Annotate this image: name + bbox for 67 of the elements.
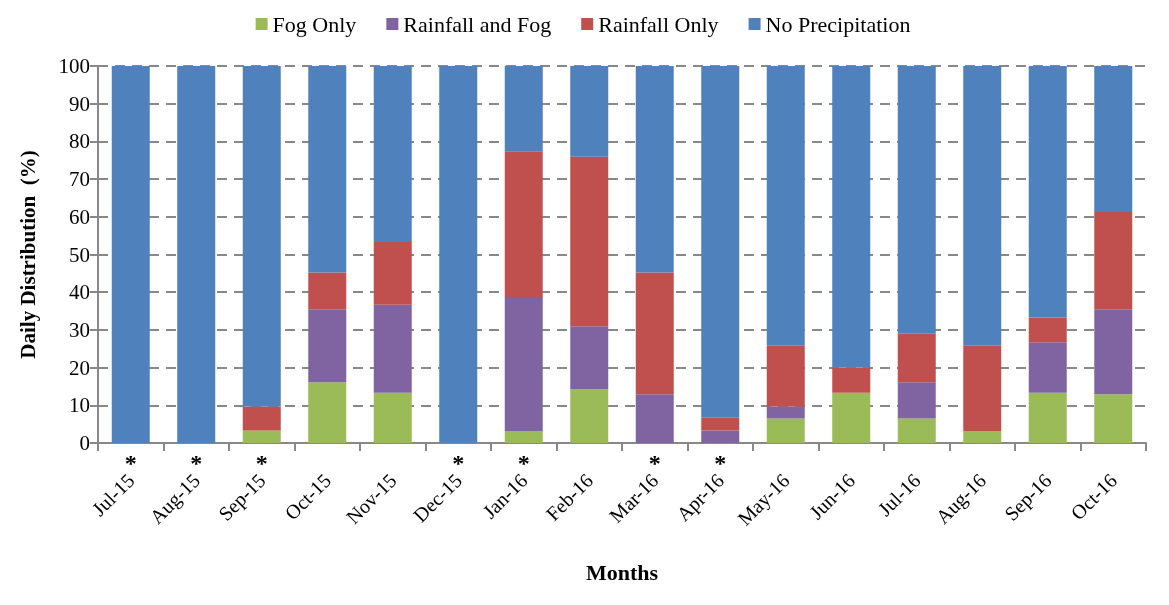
bar	[1094, 309, 1133, 395]
bar	[242, 430, 281, 443]
bar	[897, 333, 936, 383]
bar	[439, 66, 478, 443]
y-tick-label: 40	[69, 280, 90, 305]
y-tick-label: 70	[69, 167, 90, 192]
bar	[832, 66, 871, 368]
bar	[963, 345, 1002, 431]
bar	[111, 66, 150, 443]
bar	[1028, 66, 1067, 318]
legend-label: Fog Only	[272, 11, 357, 37]
bar	[635, 394, 674, 443]
bar	[570, 389, 609, 443]
bar	[766, 406, 805, 419]
bar	[308, 382, 347, 443]
bar	[963, 430, 1002, 443]
bar	[635, 272, 674, 395]
bar	[570, 156, 609, 327]
y-tick-label: 30	[69, 317, 90, 342]
bar	[897, 418, 936, 443]
legend-label: Rainfall and Fog	[403, 11, 552, 37]
bar	[897, 382, 936, 419]
bar	[373, 242, 412, 305]
bar	[1028, 317, 1067, 343]
bar	[1094, 394, 1133, 443]
bar	[570, 66, 609, 157]
bar	[504, 430, 543, 443]
bar	[1094, 211, 1133, 310]
legend-label: Rainfall Only	[598, 11, 719, 37]
bar	[308, 272, 347, 310]
bar	[308, 309, 347, 383]
bar	[570, 326, 609, 390]
bar	[242, 66, 281, 407]
x-axis-title: Months	[585, 559, 659, 585]
bar	[1094, 66, 1133, 212]
bar	[373, 392, 412, 443]
bar	[701, 430, 740, 443]
bar	[177, 66, 216, 443]
y-tick-label: 0	[79, 431, 90, 455]
bar	[963, 66, 1002, 346]
y-tick-label: 10	[69, 393, 90, 418]
bar	[766, 66, 805, 346]
bar	[766, 345, 805, 407]
y-axis-title: Daily Distribution (%)	[15, 150, 40, 359]
bar	[897, 66, 936, 334]
y-tick-label: 100	[58, 54, 90, 78]
y-tick-label: 50	[69, 242, 90, 267]
bar	[504, 151, 543, 298]
bar	[373, 304, 412, 393]
bar	[832, 367, 871, 393]
bar	[1028, 392, 1067, 443]
bar	[701, 66, 740, 418]
bar	[832, 392, 871, 443]
bar	[504, 297, 543, 431]
bar	[1028, 342, 1067, 393]
bar	[373, 66, 412, 243]
bar	[242, 406, 281, 431]
y-tick-label: 20	[69, 355, 90, 380]
y-tick-label: 90	[69, 91, 90, 116]
bar	[701, 417, 740, 431]
y-tick-label: 80	[69, 129, 90, 154]
bar	[504, 66, 543, 152]
bar	[308, 66, 347, 273]
y-tick-label: 60	[69, 204, 90, 229]
bar	[635, 66, 674, 273]
legend-label: No Precipitation	[765, 11, 911, 37]
bar	[766, 418, 805, 443]
